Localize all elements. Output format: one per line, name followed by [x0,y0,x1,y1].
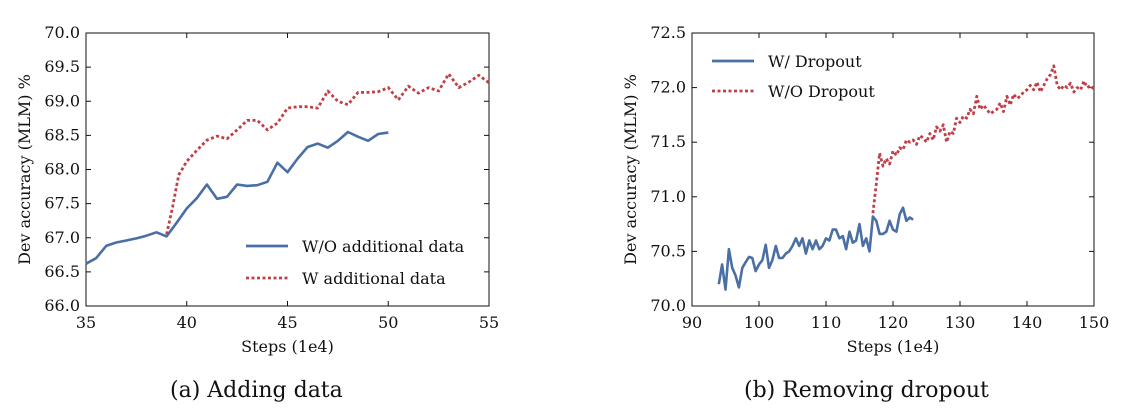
x-axis-label: Steps (1e4) [241,337,334,356]
x-tick-label: 55 [479,313,499,332]
y-axis-label: Dev accuracy (MLM) % [621,74,640,265]
chart-a: 35 40 45 50 55 66.0 66.5 67.0 67.5 68.0 68.5 69.0 69… [15,23,499,356]
legend-label-2: W additional data [302,269,446,288]
y-tick-label: 69.5 [44,57,80,76]
x-tick-label: 50 [378,313,398,332]
y-tick-label: 68.5 [44,125,80,144]
x-tick-label: 130 [945,313,976,332]
x-tick-label: 120 [878,313,909,332]
legend-label-2: W/O Dropout [768,82,875,101]
x-tick-label: 90 [682,313,702,332]
x-tick-label: 35 [76,313,96,332]
y-tick-label: 71.0 [650,187,686,206]
y-tick-label: 69.0 [44,91,80,110]
y-tick-label: 67.5 [44,194,80,213]
x-tick-label: 140 [1012,313,1043,332]
x-tick-label: 110 [811,313,842,332]
x-tick-label: 45 [277,313,297,332]
legend-label-1: W/O additional data [302,237,465,256]
series-line-1 [85,130,389,265]
y-tick-label: 71.5 [650,132,686,151]
y-tick-label: 72.5 [650,23,686,42]
chart-b: 90 100 110 120 130 140 150 70.0 70.5 71.0 71.5 72.0… [621,23,1109,356]
figure: 35 40 45 50 55 66.0 66.5 67.0 67.5 68.0 68.5 69.0 69… [15,23,1109,356]
y-tick-label: 70.5 [650,241,686,260]
y-tick-label: 68.0 [44,160,80,179]
x-tick-label: 100 [744,313,775,332]
plot-frame-b [691,32,1095,307]
x-tick-label: 40 [177,313,197,332]
caption-b: (b) Removing dropout [744,378,989,403]
y-axis-label: Dev accuracy (MLM) % [15,74,34,265]
caption-a: (a) Adding data [170,378,343,403]
y-tick-label: 72.0 [650,78,686,97]
series-line-2 [165,72,490,235]
y-tick-label: 70.0 [650,296,686,315]
y-tick-label: 67.0 [44,228,80,247]
plot-frame-a [85,32,490,307]
series-line-1 [717,206,914,291]
series-line-2 [871,64,1096,214]
y-tick-label: 70.0 [44,23,80,42]
x-tick-label: 150 [1079,313,1110,332]
y-tick-label: 66.5 [44,262,80,281]
legend-label-1: W/ Dropout [768,52,862,71]
y-tick-label: 66.0 [44,296,80,315]
x-axis-label: Steps (1e4) [847,337,940,356]
